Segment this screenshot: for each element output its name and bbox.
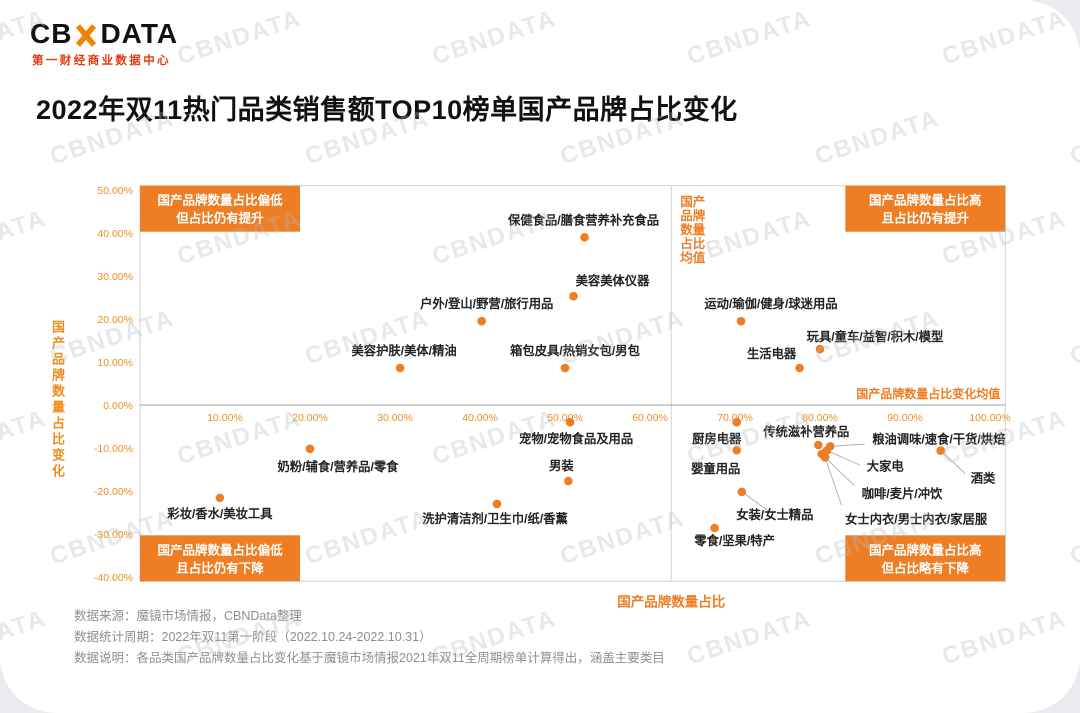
data-point-label: 运动/瑜伽/健身/球迷用品 bbox=[704, 296, 837, 311]
footnote-method: 数据说明：各品类国产品牌数量占比变化基于魔镜市场情报2021年双11全周期榜单计… bbox=[74, 648, 665, 669]
data-point bbox=[569, 292, 578, 301]
data-point bbox=[732, 418, 741, 427]
x-mean-line-label: 占比 bbox=[680, 236, 706, 251]
data-point-label: 传统滋补营养品 bbox=[762, 424, 849, 439]
y-axis-tick-label: 20.00% bbox=[97, 314, 133, 326]
y-axis-tick-label: 40.00% bbox=[97, 228, 133, 240]
data-point-label: 美容美体仪器 bbox=[576, 273, 650, 288]
data-point-label: 宠物/宠物食品及用品 bbox=[519, 431, 633, 446]
data-point-label: 大家电 bbox=[867, 459, 905, 474]
x-axis-tick-label: 60.00% bbox=[632, 412, 668, 424]
data-point-label: 零食/坚果/特产 bbox=[693, 533, 775, 548]
data-point bbox=[561, 364, 570, 373]
data-point bbox=[821, 453, 830, 462]
data-point-label: 奶粉/辅食/营养品/零食 bbox=[278, 459, 400, 474]
y-axis-tick-label: 10.00% bbox=[97, 357, 133, 369]
x-mean-line-label: 均值 bbox=[680, 250, 706, 265]
data-point-label: 保健食品/膳食营养补充食品 bbox=[507, 212, 659, 227]
data-point-label: 户外/登山/野营/旅行用品 bbox=[420, 296, 553, 311]
data-point-label: 婴童用品 bbox=[691, 461, 740, 476]
data-point-label: 粮油调味/速食/干货/烘焙 bbox=[872, 431, 1006, 446]
leader-line bbox=[941, 451, 966, 474]
x-axis-tick-label: 10.00% bbox=[207, 412, 243, 424]
leader-line bbox=[825, 457, 841, 505]
data-point-label: 女装/女士精品 bbox=[736, 507, 813, 522]
quadrant-label-line1: 国产品牌数量占比偏低 bbox=[157, 193, 283, 208]
x-mean-line-label: 国产 bbox=[680, 194, 705, 209]
logo-text-data: DATA bbox=[100, 18, 178, 50]
x-axis-tick-label: 30.00% bbox=[377, 412, 413, 424]
data-point-label: 洗护清洁剂/卫生巾/纸/香薰 bbox=[422, 511, 568, 526]
data-point bbox=[795, 364, 804, 373]
data-point-label: 男装 bbox=[549, 458, 574, 473]
data-point-label: 箱包皮具/热销女包/男包 bbox=[510, 343, 641, 358]
data-point bbox=[216, 494, 225, 503]
x-axis-tick-label: 50.00% bbox=[547, 412, 583, 424]
y-mean-line-label: 国产品牌数量占比变化均值 bbox=[856, 386, 1000, 401]
footnotes: 数据来源：魔镜市场情报，CBNData整理 数据统计周期：2022年双11第一阶… bbox=[74, 606, 665, 669]
scatter-chart: 10.00%20.00%30.00%40.00%50.00%60.00%70.0… bbox=[80, 178, 1020, 623]
data-point-label: 厨房电器 bbox=[692, 431, 742, 446]
quadrant-label-line2: 且占比仍有提升 bbox=[882, 211, 970, 226]
quadrant-label-line1: 国产品牌数量占比偏低 bbox=[157, 542, 283, 557]
data-point bbox=[564, 477, 573, 486]
x-axis-tick-label: 80.00% bbox=[802, 412, 838, 424]
quadrant-label-line1: 国产品牌数量占比高 bbox=[869, 542, 982, 557]
x-axis-tick-label: 40.00% bbox=[462, 412, 498, 424]
y-axis-tick-label: -10.00% bbox=[94, 443, 133, 455]
data-point bbox=[477, 317, 486, 326]
y-axis-tick-label: 50.00% bbox=[97, 185, 133, 197]
data-point-label: 女士内衣/男士内衣/家居服 bbox=[845, 511, 988, 526]
data-point bbox=[306, 445, 315, 454]
x-axis-tick-label: 90.00% bbox=[887, 412, 923, 424]
y-axis-tick-label: 0.00% bbox=[103, 400, 133, 412]
data-point bbox=[580, 233, 589, 242]
data-point bbox=[737, 317, 746, 326]
data-point-label: 美容护肤/美体/精油 bbox=[351, 343, 456, 358]
content-card: CB DATA 第一财经商业数据中心 2022年双11热门品类销售额TOP10榜… bbox=[0, 0, 1080, 713]
data-point-label: 酒类 bbox=[971, 471, 996, 486]
quadrant-label-line2: 但占比略有下降 bbox=[881, 560, 970, 575]
x-mean-line-label: 数量 bbox=[679, 222, 706, 237]
data-point bbox=[816, 345, 825, 354]
quadrant-label-line2: 且占比仍有下降 bbox=[176, 560, 264, 575]
data-point bbox=[936, 446, 945, 455]
data-point bbox=[396, 364, 405, 373]
data-point-label: 彩妆/香水/美妆工具 bbox=[166, 506, 273, 521]
data-point bbox=[710, 524, 719, 533]
x-axis-tick-label: 20.00% bbox=[292, 412, 328, 424]
quadrant-label-line1: 国产品牌数量占比高 bbox=[869, 193, 982, 208]
quadrant-label-line2: 但占比仍有提升 bbox=[175, 211, 264, 226]
data-point bbox=[814, 441, 823, 450]
y-axis-title: 国产品牌数量占比变化 bbox=[48, 320, 67, 490]
y-axis-tick-label: -20.00% bbox=[94, 486, 133, 498]
footnote-period: 数据统计周期：2022年双11第一阶段（2022.10.24-2022.10.3… bbox=[74, 627, 665, 648]
logo-text-cb: CB bbox=[30, 18, 72, 50]
leader-line bbox=[830, 444, 864, 446]
logo: CB DATA bbox=[30, 18, 178, 50]
x-mean-line-label: 品牌 bbox=[680, 208, 706, 223]
data-point-label: 玩具/童车/益智/积木/模型 bbox=[807, 329, 944, 344]
data-point-label: 生活电器 bbox=[747, 346, 797, 361]
y-axis-tick-label: -40.00% bbox=[94, 572, 133, 584]
data-point-label: 咖啡/麦片/冲饮 bbox=[862, 486, 943, 501]
data-point bbox=[566, 418, 575, 427]
data-point bbox=[732, 446, 741, 455]
y-axis-tick-label: 30.00% bbox=[97, 271, 133, 283]
x-axis-tick-label: 100.00% bbox=[969, 412, 1010, 424]
logo-subtitle: 第一财经商业数据中心 bbox=[32, 52, 171, 68]
leader-line bbox=[827, 451, 860, 465]
logo-n-icon bbox=[75, 24, 97, 47]
data-point bbox=[738, 488, 747, 497]
footnote-source: 数据来源：魔镜市场情报，CBNData整理 bbox=[74, 606, 665, 627]
page-title: 2022年双11热门品类销售额TOP10榜单国产品牌占比变化 bbox=[36, 88, 738, 127]
data-point bbox=[493, 500, 502, 509]
y-axis-tick-label: -30.00% bbox=[94, 529, 133, 541]
